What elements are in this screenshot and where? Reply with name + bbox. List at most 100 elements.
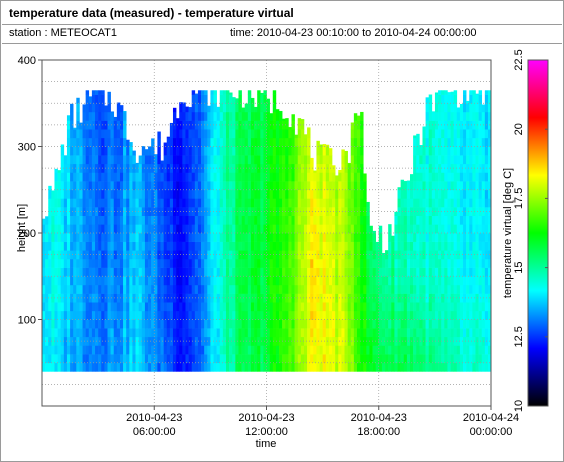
heatmap-cell <box>434 189 439 199</box>
heatmap-cell <box>260 94 264 104</box>
heatmap-cell <box>350 215 355 225</box>
heatmap-cell <box>138 310 143 320</box>
heatmap-cell <box>98 94 102 104</box>
heatmap-cell <box>141 241 146 251</box>
heatmap-cell <box>450 354 454 364</box>
heatmap-cell <box>279 137 283 147</box>
heatmap-cell <box>235 310 239 320</box>
heatmap-cell <box>481 111 486 121</box>
heatmap-cell <box>88 241 93 251</box>
heatmap-cell <box>247 224 252 234</box>
heatmap-cell <box>406 233 411 242</box>
heatmap-cell <box>279 155 283 165</box>
heatmap-cell <box>350 336 355 346</box>
heatmap-cell <box>400 198 405 208</box>
heatmap-cell <box>288 163 292 173</box>
heatmap-cell <box>394 276 398 286</box>
heatmap-cell <box>434 207 439 216</box>
heatmap-cell <box>45 336 49 346</box>
heatmap-cell <box>444 120 448 130</box>
heatmap-cell <box>250 137 255 147</box>
heatmap-cell <box>344 172 348 182</box>
heatmap-cell <box>375 336 380 346</box>
heatmap-cell <box>303 319 308 329</box>
heatmap-cell <box>172 328 177 338</box>
heatmap-cell <box>91 224 96 234</box>
heatmap-cell <box>456 163 461 173</box>
heatmap-cell <box>338 198 342 208</box>
heatmap-cell <box>116 146 121 156</box>
heatmap-cell <box>366 258 370 268</box>
heatmap-cell <box>119 129 124 139</box>
heatmap-cell <box>450 293 454 303</box>
heatmap-cell <box>82 172 86 182</box>
heatmap-cell <box>444 336 448 346</box>
heatmap-cell <box>98 198 102 208</box>
heatmap-cell <box>57 181 62 191</box>
heatmap-cell <box>419 276 423 286</box>
heatmap-cell <box>347 241 352 251</box>
heatmap-cell <box>322 144 327 147</box>
heatmap-cell <box>434 137 439 147</box>
heatmap-cell <box>397 215 401 225</box>
heatmap-cell <box>254 345 258 355</box>
heatmap-cell <box>54 267 58 277</box>
heatmap-cell <box>138 224 143 234</box>
heatmap-cell <box>172 129 177 139</box>
heatmap-cell <box>70 163 74 173</box>
heatmap-cell <box>478 345 483 355</box>
heatmap-cell <box>244 155 249 165</box>
heatmap-cell <box>79 181 83 191</box>
heatmap-cell <box>425 276 430 286</box>
heatmap-cell <box>194 336 199 346</box>
heatmap-cell <box>291 198 295 208</box>
heatmap-cell <box>79 146 83 156</box>
heatmap-cell <box>229 319 233 329</box>
heatmap-cell <box>216 155 221 165</box>
heatmap-cell <box>238 241 242 251</box>
heatmap-cell <box>219 293 224 303</box>
heatmap-cell <box>182 241 186 251</box>
heatmap-cell <box>70 241 74 251</box>
heatmap-cell <box>191 189 196 199</box>
heatmap-cell <box>260 155 264 165</box>
heatmap-cell <box>247 354 252 364</box>
heatmap-cell <box>403 189 408 199</box>
heatmap-cell <box>76 155 80 165</box>
heatmap-cell <box>163 319 168 329</box>
heatmap-cell <box>182 155 186 165</box>
heatmap-cell <box>266 163 270 173</box>
heatmap-cell <box>76 258 80 268</box>
heatmap-cell <box>444 129 448 139</box>
heatmap-cell <box>288 172 292 182</box>
heatmap-cell <box>57 189 62 199</box>
heatmap-cell <box>272 181 277 191</box>
heatmap-cell <box>254 328 258 338</box>
heatmap-cell <box>469 345 473 355</box>
heatmap-cell <box>107 276 111 286</box>
heatmap-cell <box>282 207 286 216</box>
heatmap-cell <box>182 302 186 312</box>
heatmap-cell <box>303 336 308 346</box>
heatmap-cell <box>254 137 258 147</box>
heatmap-cell <box>191 207 196 216</box>
heatmap-cell <box>425 207 430 216</box>
heatmap-cell <box>232 354 236 364</box>
heatmap-cell <box>397 187 401 191</box>
heatmap-cell <box>282 172 286 182</box>
heatmap-cell <box>229 163 233 173</box>
heatmap-cell <box>85 155 90 165</box>
heatmap-cell <box>226 120 230 130</box>
heatmap-cell <box>244 354 249 364</box>
heatmap-cell <box>372 250 376 260</box>
heatmap-cell <box>257 94 261 104</box>
heatmap-cell <box>481 104 486 113</box>
heatmap-cell <box>260 345 264 355</box>
heatmap-cell <box>438 103 442 113</box>
heatmap-cell <box>138 284 143 294</box>
heatmap-cell <box>288 267 292 277</box>
heatmap-cell <box>66 336 71 346</box>
heatmap-cell <box>450 163 454 173</box>
heatmap-cell <box>123 354 127 364</box>
heatmap-cell <box>456 215 461 225</box>
